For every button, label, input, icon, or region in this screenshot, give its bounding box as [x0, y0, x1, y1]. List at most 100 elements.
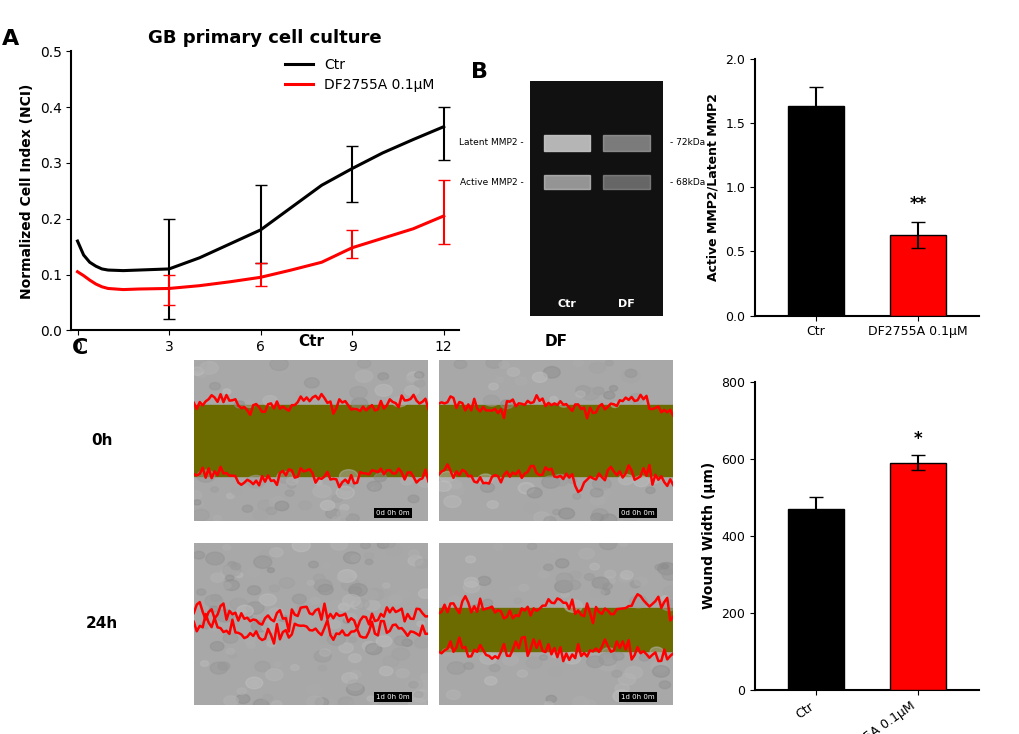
Circle shape [506, 368, 519, 377]
Text: DF: DF [544, 334, 567, 349]
Bar [788, 509, 844, 690]
Circle shape [420, 674, 431, 681]
Circle shape [621, 510, 638, 522]
Circle shape [222, 583, 231, 589]
Circle shape [484, 677, 496, 685]
Circle shape [415, 559, 428, 568]
Circle shape [558, 400, 569, 407]
Circle shape [599, 538, 616, 550]
Circle shape [630, 581, 640, 588]
Circle shape [598, 653, 616, 666]
Circle shape [358, 359, 370, 368]
Circle shape [223, 580, 239, 591]
Circle shape [230, 563, 240, 570]
Circle shape [621, 370, 639, 382]
Bar [603, 175, 649, 189]
Circle shape [551, 652, 559, 658]
Circle shape [348, 586, 362, 595]
Circle shape [453, 360, 467, 368]
Circle shape [478, 474, 492, 484]
Circle shape [437, 387, 449, 395]
Circle shape [477, 576, 490, 586]
Circle shape [254, 700, 269, 710]
Circle shape [325, 509, 339, 518]
Circle shape [266, 507, 276, 515]
Circle shape [619, 574, 630, 582]
Circle shape [338, 603, 350, 611]
Circle shape [259, 550, 274, 560]
Circle shape [388, 595, 403, 605]
Circle shape [292, 595, 306, 604]
Text: 1d 0h 0m: 1d 0h 0m [376, 694, 410, 700]
Circle shape [243, 505, 253, 512]
Circle shape [278, 615, 287, 622]
Circle shape [320, 638, 327, 643]
Circle shape [382, 379, 389, 385]
Circle shape [408, 556, 423, 566]
Circle shape [296, 391, 305, 398]
Circle shape [394, 636, 408, 646]
Circle shape [492, 544, 502, 550]
Circle shape [367, 696, 374, 701]
Circle shape [572, 697, 588, 708]
Circle shape [391, 396, 407, 407]
Circle shape [590, 513, 603, 522]
Circle shape [251, 621, 267, 632]
Circle shape [306, 614, 317, 621]
Circle shape [447, 662, 465, 675]
Circle shape [247, 642, 256, 648]
Circle shape [336, 510, 348, 517]
Circle shape [639, 654, 649, 661]
Circle shape [365, 644, 381, 655]
Circle shape [375, 385, 392, 396]
Circle shape [483, 395, 499, 406]
Circle shape [515, 377, 527, 385]
Circle shape [269, 496, 286, 509]
Circle shape [365, 600, 379, 611]
Circle shape [206, 552, 224, 565]
Circle shape [332, 495, 342, 502]
Circle shape [575, 385, 590, 396]
Circle shape [376, 636, 391, 647]
Circle shape [500, 400, 513, 409]
Circle shape [267, 608, 284, 619]
Circle shape [629, 595, 647, 608]
Circle shape [555, 559, 569, 568]
Circle shape [342, 595, 360, 607]
Circle shape [661, 596, 668, 600]
Circle shape [362, 642, 376, 651]
Circle shape [602, 583, 611, 589]
Circle shape [386, 545, 401, 556]
Circle shape [273, 363, 289, 373]
Circle shape [192, 360, 208, 371]
Circle shape [263, 396, 277, 406]
Circle shape [262, 620, 278, 632]
Circle shape [286, 477, 298, 485]
Circle shape [518, 482, 534, 494]
Circle shape [586, 656, 603, 667]
Circle shape [354, 599, 369, 609]
Circle shape [560, 592, 569, 597]
Circle shape [271, 701, 282, 708]
Circle shape [318, 698, 335, 710]
Circle shape [628, 393, 643, 404]
Circle shape [326, 600, 344, 613]
Circle shape [348, 698, 367, 711]
Circle shape [417, 621, 424, 627]
Circle shape [569, 571, 581, 579]
Text: - 72kDa: - 72kDa [669, 139, 704, 148]
Circle shape [331, 517, 340, 523]
Circle shape [346, 680, 362, 690]
Circle shape [211, 487, 218, 492]
Circle shape [471, 605, 480, 611]
Circle shape [498, 361, 510, 368]
Y-axis label: Normalized Cell Index (NCI): Normalized Cell Index (NCI) [20, 83, 34, 299]
Circle shape [480, 483, 494, 493]
Circle shape [543, 517, 555, 525]
Circle shape [487, 501, 498, 509]
Circle shape [661, 570, 677, 580]
Circle shape [255, 661, 270, 672]
Circle shape [418, 589, 432, 598]
Circle shape [227, 562, 236, 567]
Text: 0d 0h 0m: 0d 0h 0m [621, 510, 654, 516]
